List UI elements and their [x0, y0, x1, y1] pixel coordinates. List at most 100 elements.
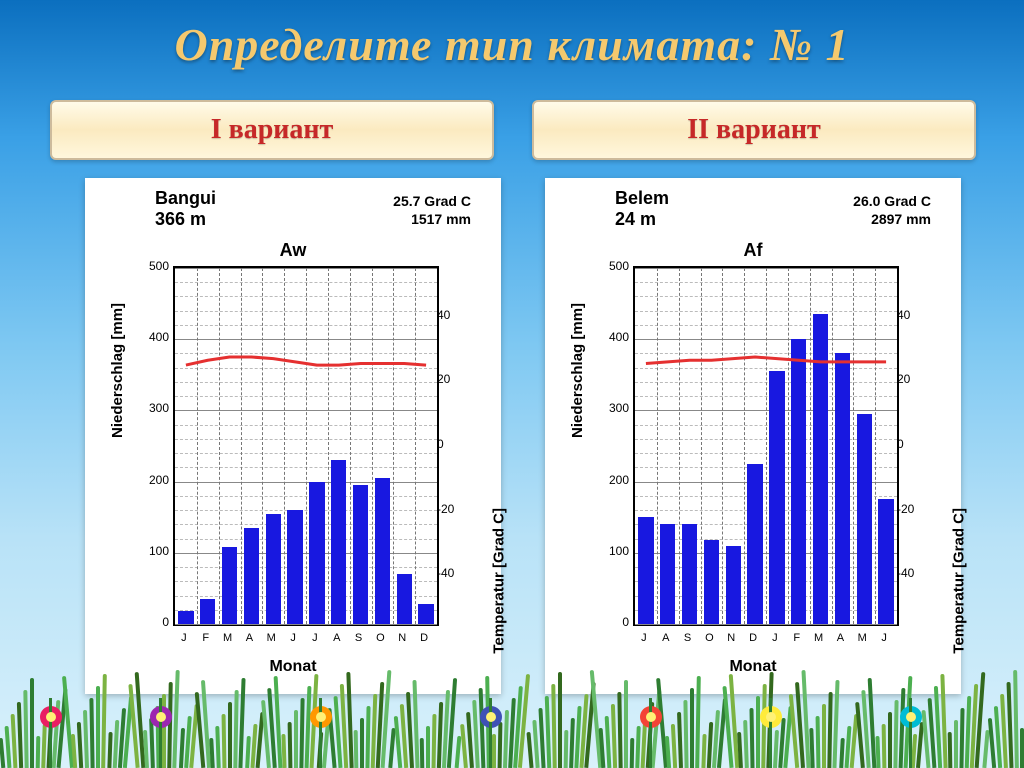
precip-bar — [287, 510, 302, 624]
precip-tick: 500 — [135, 259, 169, 273]
x-axis-label: Monat — [545, 658, 961, 676]
precip-bar — [726, 546, 741, 624]
y-left-axis-label: Niederschlag [mm] — [109, 303, 126, 438]
month-tick: J — [765, 632, 785, 644]
station-name: Bangui — [155, 188, 216, 209]
precip-bar — [266, 514, 281, 624]
precip-bar — [747, 464, 762, 624]
page-title: Определите тип климата: № 1 — [0, 18, 1024, 71]
month-tick: O — [370, 632, 390, 644]
plot-area-left — [173, 266, 439, 626]
slide: Определите тип климата: № 1 I вариант II… — [0, 0, 1024, 768]
month-tick: A — [656, 632, 676, 644]
temp-tick: -20 — [437, 502, 471, 516]
month-tick: J — [634, 632, 654, 644]
climate-type-right: Af — [545, 240, 961, 261]
month-tick: S — [349, 632, 369, 644]
station-elevation: 24 m — [615, 209, 669, 230]
station-stats-right: 26.0 Grad C 2897 mm — [853, 192, 931, 228]
variant-box-1: I вариант — [50, 100, 494, 160]
temp-tick: 20 — [897, 372, 931, 386]
y-right-axis-label: Temperatur [Grad C] — [491, 508, 508, 654]
plot-area-right — [633, 266, 899, 626]
month-tick: J — [283, 632, 303, 644]
precip-bar — [353, 485, 368, 624]
precip-bar — [200, 599, 215, 624]
precip-bar — [178, 611, 193, 624]
station-info-right: Belem 24 m — [615, 188, 669, 229]
month-tick: M — [218, 632, 238, 644]
temp-tick: -20 — [897, 502, 931, 516]
month-tick: A — [830, 632, 850, 644]
precip-tick: 100 — [595, 544, 629, 558]
month-tick: A — [239, 632, 259, 644]
precip-bar — [682, 524, 697, 624]
mean-temp: 26.0 Grad C — [853, 192, 931, 210]
month-tick: F — [787, 632, 807, 644]
precip-bar — [857, 414, 872, 624]
climate-chart-left: Bangui 366 m 25.7 Grad C 1517 mm Aw Nied… — [85, 178, 501, 694]
precip-bar — [638, 517, 653, 624]
precip-tick: 200 — [595, 473, 629, 487]
precip-tick: 400 — [595, 330, 629, 344]
precip-bar — [660, 524, 675, 624]
flower-icon — [310, 706, 332, 728]
month-tick: A — [327, 632, 347, 644]
precip-bar — [375, 478, 390, 624]
x-axis-label: Monat — [85, 658, 501, 676]
flower-icon — [40, 706, 62, 728]
month-tick: M — [809, 632, 829, 644]
month-tick: M — [852, 632, 872, 644]
temp-tick: 40 — [437, 308, 471, 322]
month-tick: D — [414, 632, 434, 644]
precip-tick: 0 — [135, 615, 169, 629]
precip-bar — [309, 482, 324, 624]
flower-icon — [900, 706, 922, 728]
precip-bar — [222, 547, 237, 624]
climate-chart-right: Belem 24 m 26.0 Grad C 2897 mm Af Nieder… — [545, 178, 961, 694]
month-tick: D — [743, 632, 763, 644]
month-tick: S — [678, 632, 698, 644]
precip-tick: 200 — [135, 473, 169, 487]
precip-bar — [331, 460, 346, 624]
precip-tick: 300 — [595, 401, 629, 415]
flower-icon — [150, 706, 172, 728]
flower-icon — [480, 706, 502, 728]
temp-tick: -40 — [437, 566, 471, 580]
precip-tick: 0 — [595, 615, 629, 629]
precip-tick: 400 — [135, 330, 169, 344]
precip-bar — [791, 339, 806, 624]
y-left-axis-label: Niederschlag [mm] — [569, 303, 586, 438]
flower-icon — [640, 706, 662, 728]
month-tick: N — [721, 632, 741, 644]
precip-tick: 500 — [595, 259, 629, 273]
temp-tick: 40 — [897, 308, 931, 322]
station-stats-left: 25.7 Grad C 1517 mm — [393, 192, 471, 228]
precip-bar — [835, 353, 850, 624]
month-tick: F — [196, 632, 216, 644]
precip-tick: 100 — [135, 544, 169, 558]
variant-box-2: II вариант — [532, 100, 976, 160]
precip-bar — [397, 574, 412, 624]
temp-tick: 0 — [897, 437, 931, 451]
station-info-left: Bangui 366 m — [155, 188, 216, 229]
precip-bar — [418, 604, 433, 624]
annual-precip: 2897 mm — [853, 210, 931, 228]
y-right-axis-label: Temperatur [Grad C] — [951, 508, 968, 654]
flower-icon — [760, 706, 782, 728]
station-name: Belem — [615, 188, 669, 209]
temp-tick: -40 — [897, 566, 931, 580]
precip-tick: 300 — [135, 401, 169, 415]
precip-bar — [813, 314, 828, 624]
month-tick: J — [174, 632, 194, 644]
station-elevation: 366 m — [155, 209, 216, 230]
temp-tick: 20 — [437, 372, 471, 386]
temp-tick: 0 — [437, 437, 471, 451]
month-tick: M — [261, 632, 281, 644]
month-tick: J — [874, 632, 894, 644]
precip-bar — [878, 499, 893, 624]
month-tick: O — [699, 632, 719, 644]
variant-2-label: II вариант — [687, 114, 821, 146]
precip-bar — [769, 371, 784, 624]
annual-precip: 1517 mm — [393, 210, 471, 228]
